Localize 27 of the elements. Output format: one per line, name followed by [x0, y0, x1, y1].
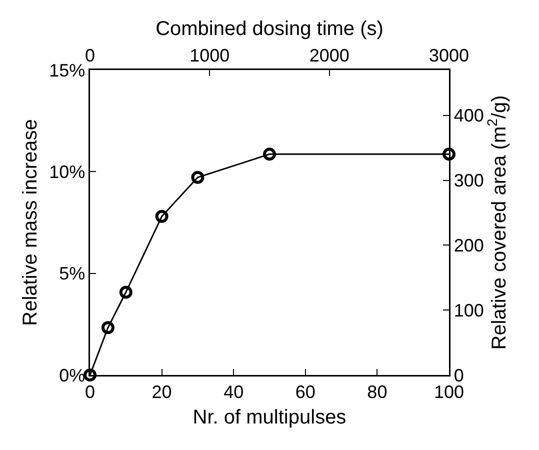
x-tick-label: 80 — [367, 382, 388, 402]
point — [119, 286, 132, 299]
y2-tick-label: 300 — [454, 170, 484, 191]
y-tick-label: 10% — [49, 162, 86, 182]
y2-tick-label: 400 — [454, 106, 484, 126]
y-axis-title: Relative mass increase — [20, 119, 42, 326]
x2-tick-label: 3000 — [428, 46, 470, 66]
point — [101, 321, 114, 334]
x-tick-label: 60 — [295, 382, 316, 402]
point — [84, 368, 96, 382]
x2-axis-title: Combined dosing time (s) — [156, 18, 384, 40]
x-tick-label: 0 — [84, 382, 96, 402]
y-tick-label: 15% — [49, 60, 86, 80]
y-tick-label: 0% — [59, 365, 86, 386]
x-tick-label: 20 — [152, 382, 172, 402]
x2-tick-label: 0 — [84, 46, 96, 66]
x-axis-title: Nr. of multipulses — [192, 406, 346, 428]
y2-tick-label: 100 — [454, 300, 484, 320]
x2-tick-label: 1000 — [190, 46, 230, 66]
point — [191, 170, 204, 184]
point — [155, 210, 168, 223]
x2-tick-label: 2000 — [309, 46, 350, 66]
x-tick-label: 40 — [224, 382, 244, 402]
point — [263, 148, 276, 161]
point — [442, 148, 456, 161]
y-tick-label: 5% — [59, 264, 86, 284]
y2-tick-label: 200 — [454, 236, 484, 256]
